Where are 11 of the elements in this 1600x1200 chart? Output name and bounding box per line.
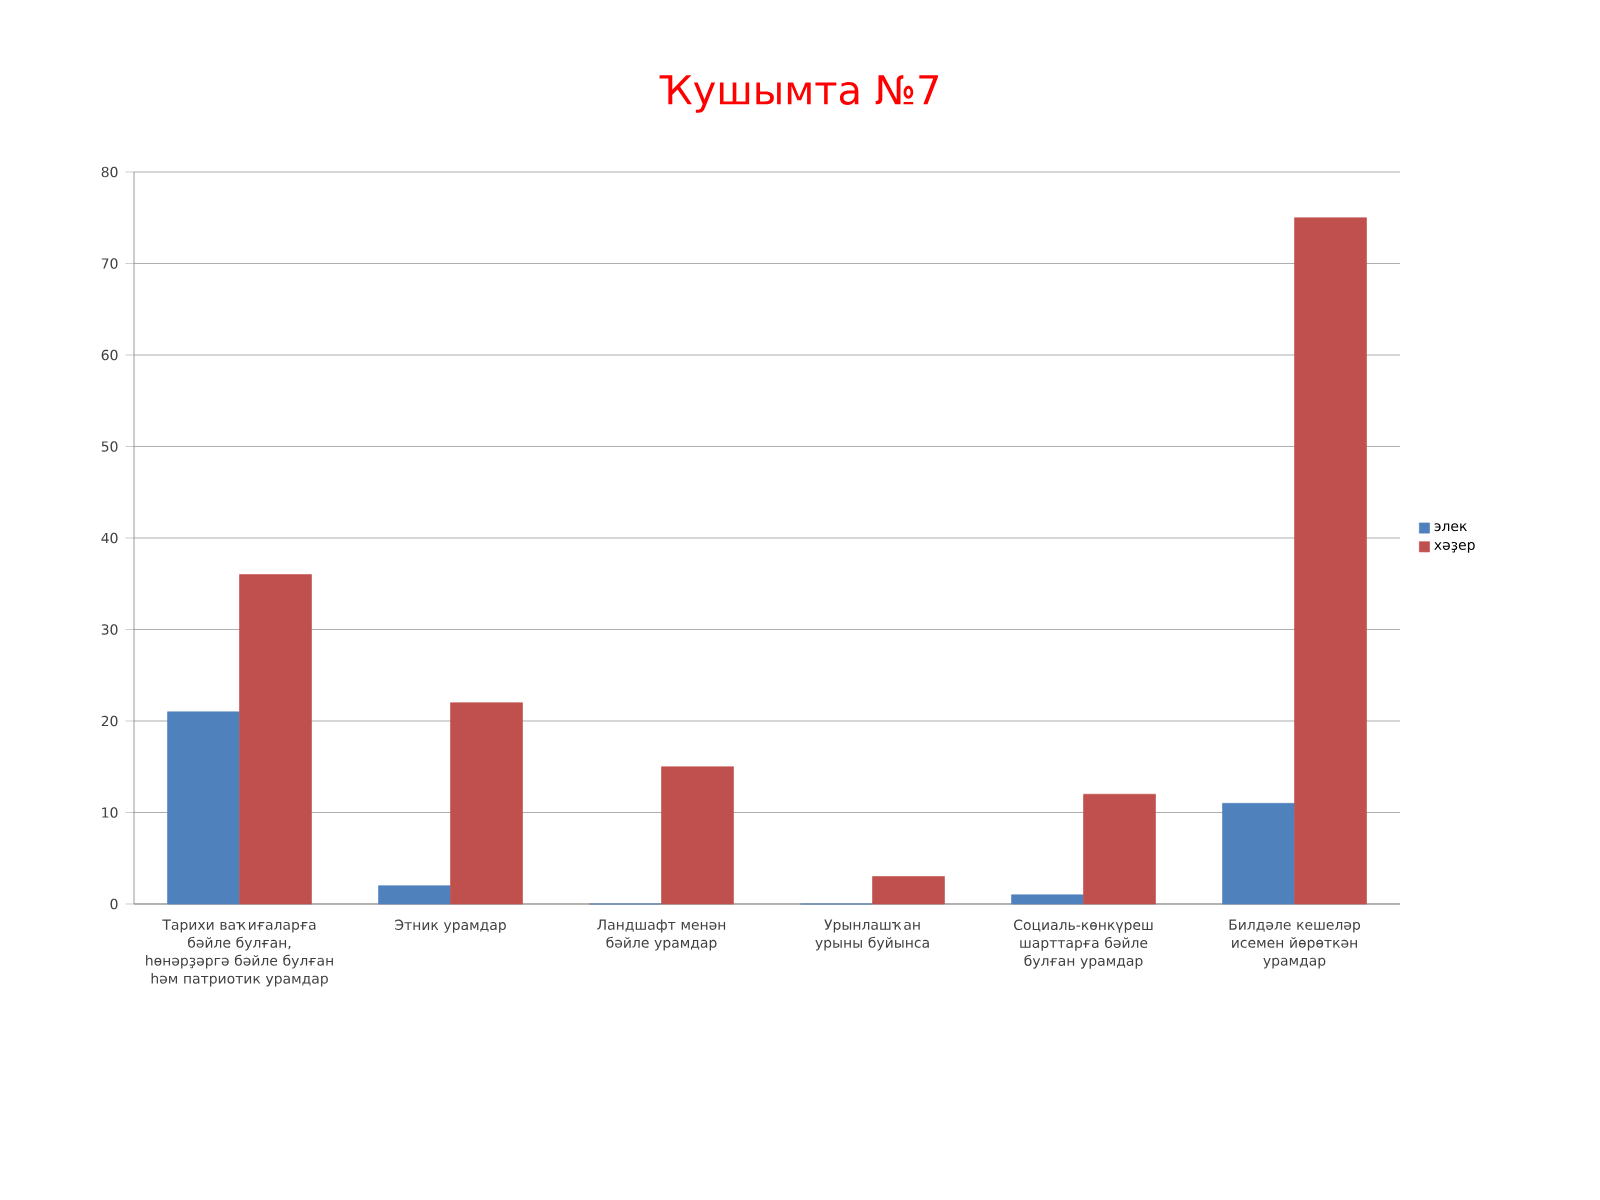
- bar: [378, 885, 451, 905]
- bar: [167, 711, 240, 905]
- bar: [1083, 793, 1156, 905]
- bar: [450, 702, 523, 905]
- chart-title: Ҡушымта №7: [659, 75, 938, 113]
- bar: [239, 574, 312, 905]
- bar: [872, 876, 945, 905]
- bar: [1222, 803, 1295, 905]
- bar: [1011, 894, 1084, 905]
- bar: [1294, 217, 1367, 905]
- bar: [661, 766, 734, 905]
